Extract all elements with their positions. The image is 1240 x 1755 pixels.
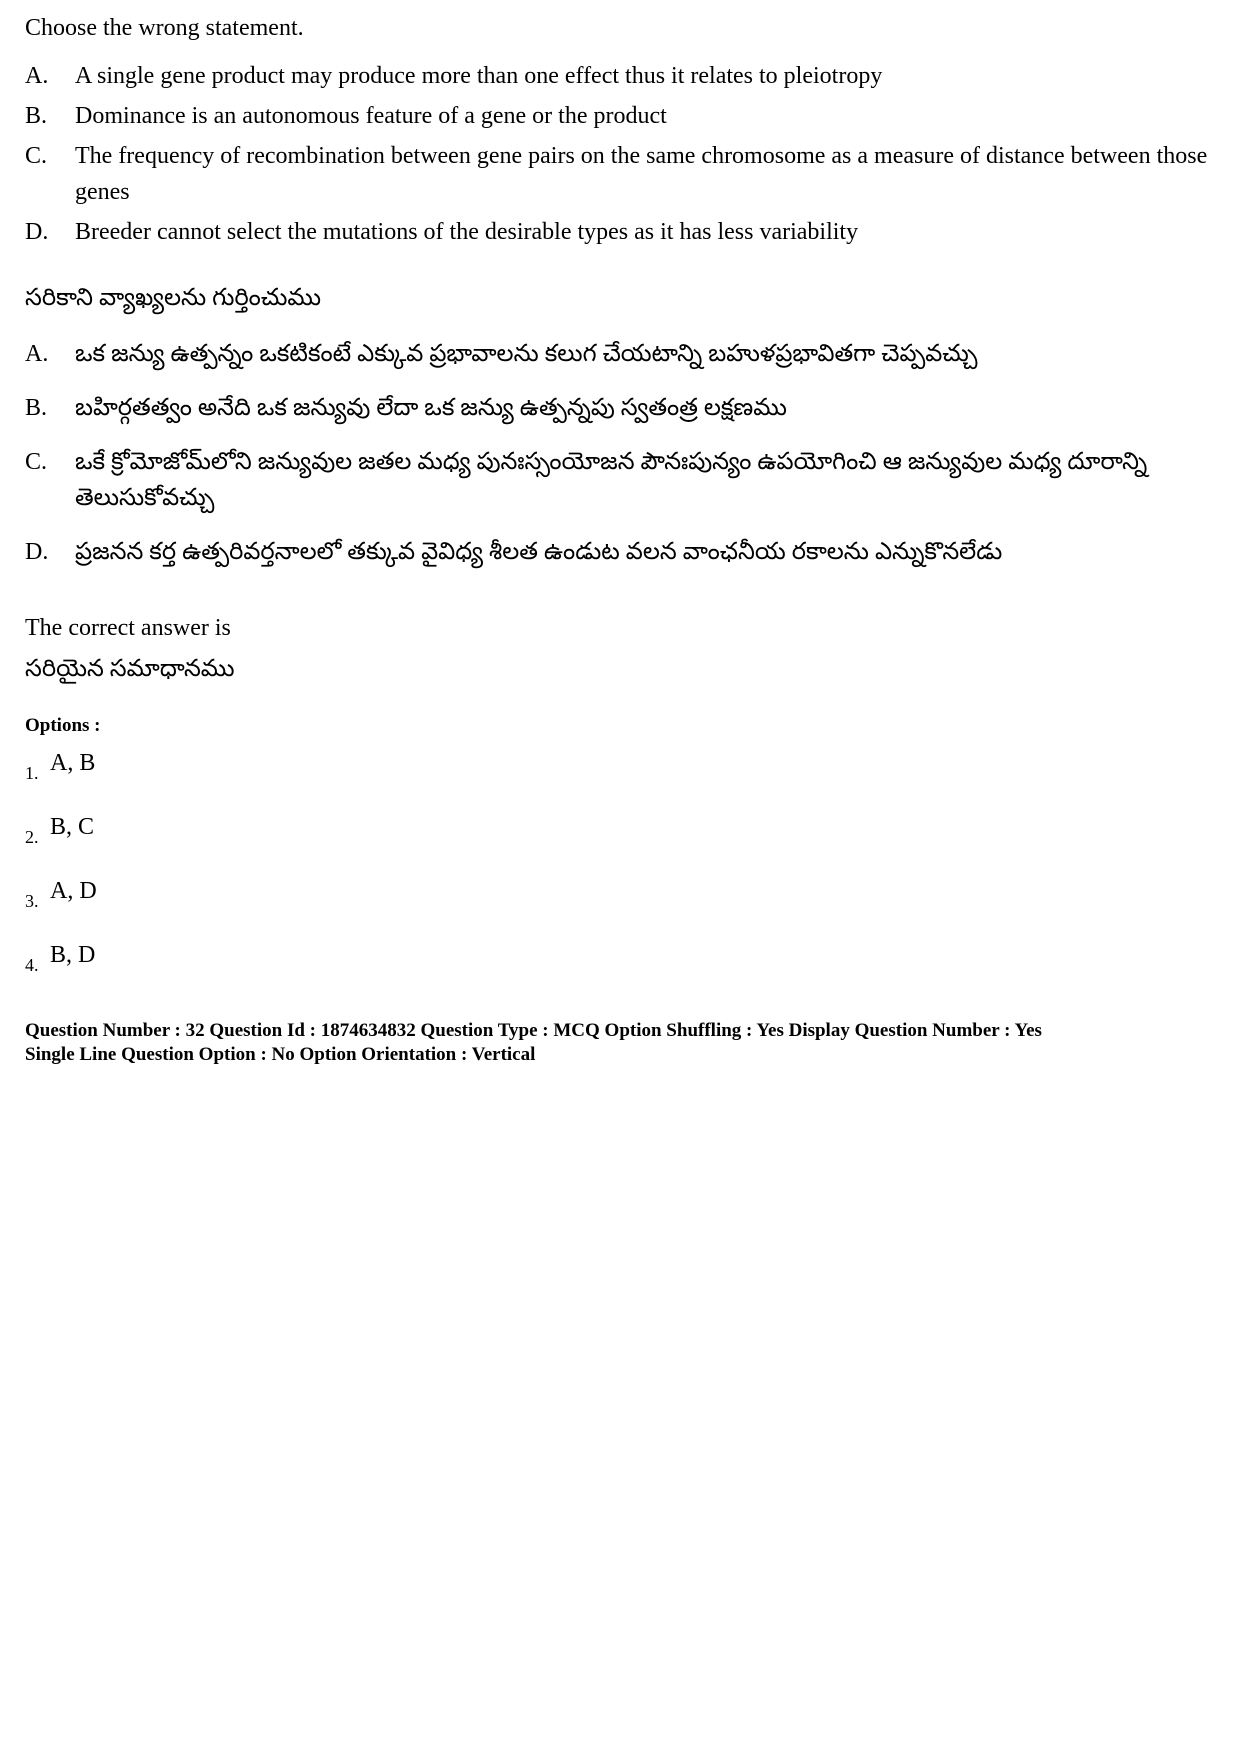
statement-letter: C.	[25, 138, 75, 210]
statement-letter: C.	[25, 444, 75, 516]
question-metadata: Question Number : 32 Question Id : 18746…	[25, 1019, 1215, 1068]
question-telugu: సరికాని వ్యాఖ్యలను గుర్తించుము	[25, 280, 1215, 316]
statement-text: A single gene product may produce more t…	[75, 58, 1215, 94]
answer-label-english: The correct answer is	[25, 610, 1215, 646]
statement-text: The frequency of recombination between g…	[75, 138, 1215, 210]
option-number: 1.	[25, 760, 45, 787]
statement-row: C. The frequency of recombination betwee…	[25, 138, 1215, 210]
option-number: 3.	[25, 888, 45, 915]
statement-text: Dominance is an autonomous feature of a …	[75, 98, 1215, 134]
statement-row: A. A single gene product may produce mor…	[25, 58, 1215, 94]
statement-letter: D.	[25, 214, 75, 250]
option-row[interactable]: 4. B, D	[25, 943, 1215, 979]
statement-letter: A.	[25, 336, 75, 372]
answer-label-telugu: సరియైన సమాధానము	[25, 651, 1215, 687]
statement-text: ఒకే క్రోమోజోమ్‌లోని జన్యువుల జతల మధ్య పు…	[75, 444, 1215, 516]
options-list: 1. A, B 2. B, C 3. A, D 4. B, D	[25, 751, 1215, 979]
statement-row: C. ఒకే క్రోమోజోమ్‌లోని జన్యువుల జతల మధ్య…	[25, 444, 1215, 516]
statement-letter: B.	[25, 390, 75, 426]
statement-text: Breeder cannot select the mutations of t…	[75, 214, 1215, 250]
statement-text: ఒక జన్యు ఉత్పన్నం ఒకటికంటే ఎక్కువ ప్రభావ…	[75, 336, 1215, 372]
option-text: A, B	[50, 745, 95, 781]
option-number: 2.	[25, 824, 45, 851]
option-row[interactable]: 1. A, B	[25, 751, 1215, 787]
statement-text: బహిర్గతత్వం అనేది ఒక జన్యువు లేదా ఒక జన్…	[75, 390, 1215, 426]
statement-letter: A.	[25, 58, 75, 94]
statement-row: D. Breeder cannot select the mutations o…	[25, 214, 1215, 250]
option-row[interactable]: 2. B, C	[25, 815, 1215, 851]
statement-row: B. బహిర్గతత్వం అనేది ఒక జన్యువు లేదా ఒక …	[25, 390, 1215, 426]
statement-row: B. Dominance is an autonomous feature of…	[25, 98, 1215, 134]
option-row[interactable]: 3. A, D	[25, 879, 1215, 915]
statements-telugu: A. ఒక జన్యు ఉత్పన్నం ఒకటికంటే ఎక్కువ ప్ర…	[25, 336, 1215, 570]
statement-letter: D.	[25, 534, 75, 570]
options-label: Options :	[25, 712, 1215, 741]
question-english: Choose the wrong statement.	[25, 10, 1215, 46]
option-number: 4.	[25, 952, 45, 979]
statement-row: A. ఒక జన్యు ఉత్పన్నం ఒకటికంటే ఎక్కువ ప్ర…	[25, 336, 1215, 372]
option-text: A, D	[50, 873, 97, 909]
statement-text: ప్రజనన కర్త ఉత్పరివర్తనాలలో తక్కువ వైవిధ…	[75, 534, 1215, 570]
meta-line: Single Line Question Option : No Option …	[25, 1043, 1215, 1068]
option-text: B, C	[50, 809, 94, 845]
statement-letter: B.	[25, 98, 75, 134]
statement-row: D. ప్రజనన కర్త ఉత్పరివర్తనాలలో తక్కువ వై…	[25, 534, 1215, 570]
option-text: B, D	[50, 937, 95, 973]
statements-english: A. A single gene product may produce mor…	[25, 58, 1215, 250]
meta-line: Question Number : 32 Question Id : 18746…	[25, 1019, 1215, 1044]
